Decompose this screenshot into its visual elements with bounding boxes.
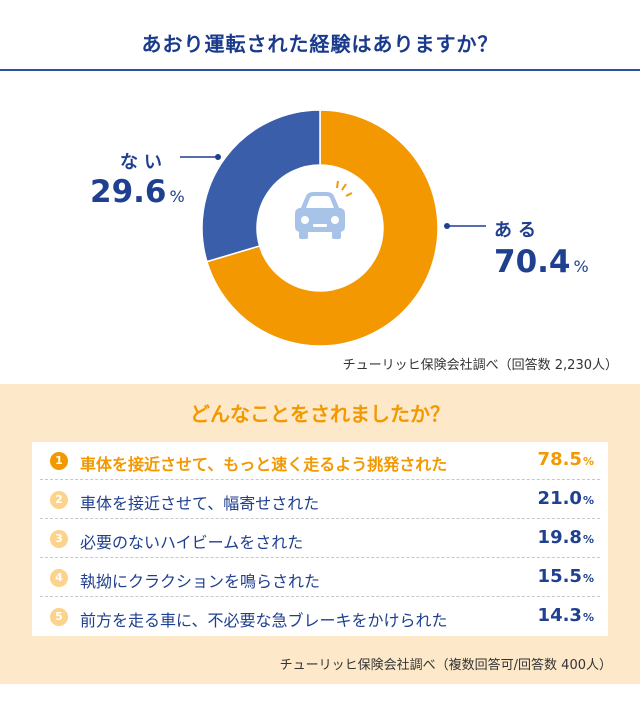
ranking-value-5: 14.3% bbox=[538, 605, 594, 626]
chart-title: あおり運転された経験はありますか？ bbox=[141, 32, 499, 56]
ranking-value-3-unit: % bbox=[582, 533, 594, 546]
rank-badge-4: 4 bbox=[50, 569, 68, 587]
slice-value-yes: 70.4% bbox=[494, 244, 589, 280]
slice-value-no-number: 29.6 bbox=[90, 174, 167, 210]
ranking-label-5: 前方を走る車に、不必要な急ブレーキをかけられた bbox=[80, 611, 448, 630]
donut-slice-yes bbox=[205, 109, 439, 347]
row-divider bbox=[40, 518, 600, 519]
rank-badge-3: 3 bbox=[50, 530, 68, 548]
ranking-section: どんなことをされましたか？ 1 車体を接近させて、もっと速く走るよう挑発された … bbox=[0, 384, 640, 684]
rank-badge-5: 5 bbox=[50, 608, 68, 626]
title-divider bbox=[0, 69, 640, 71]
ranking-row-2: 2 車体を接近させて、幅寄せされた 21.0% bbox=[32, 481, 608, 519]
ranking-label-2: 車体を接近させて、幅寄せされた bbox=[80, 494, 320, 513]
ranking-value-1-unit: % bbox=[582, 455, 594, 468]
ranking-value-5-unit: % bbox=[582, 611, 594, 624]
ranking-value-4: 15.5% bbox=[538, 566, 594, 587]
pie-section: あおり運転された経験はありますか？ ない 29.6% ある 70.4% チューリ… bbox=[0, 32, 640, 373]
ranking-source-note: チューリッヒ保険会社調べ（複数回答可/回答数 400人） bbox=[279, 658, 612, 673]
ranking-value-2-number: 21.0 bbox=[537, 488, 582, 509]
ranking-value-2-unit: % bbox=[582, 494, 594, 507]
slice-value-no: 29.6% bbox=[90, 174, 185, 210]
ranking-list: 1 車体を接近させて、もっと速く走るよう挑発された 78.5% 2 車体を接近さ… bbox=[32, 442, 608, 636]
ranking-label-4: 執拗にクラクションを鳴らされた bbox=[80, 572, 321, 591]
rank-badge-2: 2 bbox=[50, 491, 68, 509]
slice-value-yes-number: 70.4 bbox=[494, 244, 571, 280]
rank-badge-1: 1 bbox=[50, 452, 68, 470]
donut-chart bbox=[180, 109, 486, 347]
slice-label-no: ない bbox=[120, 152, 168, 173]
row-divider bbox=[40, 596, 600, 597]
ranking-value-4-number: 15.5 bbox=[537, 566, 582, 587]
leader-dot-yes bbox=[444, 223, 450, 229]
slice-value-yes-unit: % bbox=[573, 257, 589, 276]
ranking-value-3-number: 19.8 bbox=[537, 527, 582, 548]
ranking-row-1: 1 車体を接近させて、もっと速く走るよう挑発された 78.5% bbox=[32, 442, 608, 480]
ranking-title: どんなことをされましたか？ bbox=[190, 402, 450, 426]
ranking-value-5-number: 14.3 bbox=[537, 605, 582, 626]
ranking-row-4: 4 執拗にクラクションを鳴らされた 15.5% bbox=[32, 559, 608, 597]
ranking-value-1: 78.5% bbox=[538, 449, 594, 470]
ranking-label-1: 車体を接近させて、もっと速く走るよう挑発された bbox=[80, 455, 448, 474]
ranking-label-3: 必要のないハイビームをされた bbox=[80, 533, 304, 552]
ranking-value-1-number: 78.5 bbox=[537, 449, 582, 470]
car-alert-icon bbox=[295, 180, 353, 239]
ranking-row-3: 3 必要のないハイビームをされた 19.8% bbox=[32, 520, 608, 558]
pie-source-note: チューリッヒ保険会社調べ（回答数 2,230人） bbox=[342, 358, 618, 373]
ranking-value-4-unit: % bbox=[582, 572, 594, 585]
ranking-value-3: 19.8% bbox=[538, 527, 594, 548]
leader-dot-no bbox=[215, 154, 221, 160]
slice-label-yes: ある bbox=[494, 220, 542, 241]
ranking-value-2: 21.0% bbox=[538, 488, 594, 509]
row-divider bbox=[40, 479, 600, 480]
donut-slice-no bbox=[201, 109, 321, 263]
slice-value-no-unit: % bbox=[169, 187, 185, 206]
ranking-row-5: 5 前方を走る車に、不必要な急ブレーキをかけられた 14.3% bbox=[32, 598, 608, 636]
row-divider bbox=[40, 557, 600, 558]
